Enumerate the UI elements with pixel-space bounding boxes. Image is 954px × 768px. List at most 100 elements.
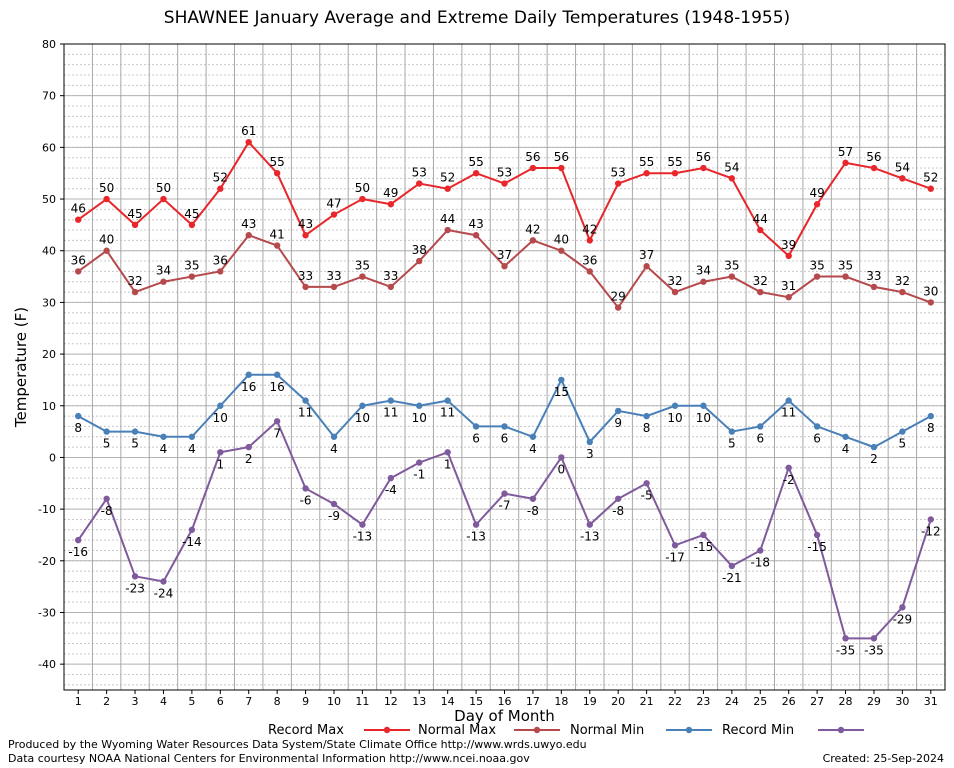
y-axis: -40 -30 -20 -10 0 10 20 30 40 50 60 70 80 bbox=[38, 38, 64, 671]
normal-max-point bbox=[387, 283, 395, 291]
x-axis: 1 2 3 4 5 6 7 8 9 10 11 12 13 14 15 16 17 18 19 20 21 22 23 24 2… bbox=[75, 690, 938, 708]
record-min-point bbox=[586, 521, 593, 528]
record-max-point bbox=[899, 175, 906, 182]
normal-max-point bbox=[529, 237, 537, 244]
record-max-data-label: 44 bbox=[753, 212, 768, 226]
normal-max-data-label: 33 bbox=[326, 269, 341, 283]
record-min-point bbox=[870, 635, 878, 642]
record-max-data-label: 55 bbox=[468, 155, 483, 169]
x-tick-label: 16 bbox=[498, 695, 512, 708]
normal-min-data-label: 2 bbox=[870, 452, 878, 466]
record-max-data-label: 52 bbox=[213, 171, 228, 185]
x-tick-label: 9 bbox=[302, 695, 309, 708]
x-tick-label: 21 bbox=[640, 695, 654, 708]
record-max-series: 46 50 45 50 45 52 61 55 43 47 50 49 53 52 55 53 56 56 42 53… bbox=[71, 124, 938, 260]
normal-min-data-label: 9 bbox=[614, 416, 622, 430]
record-min-data-label: -8 bbox=[527, 504, 539, 518]
record-max-data-label: 56 bbox=[866, 150, 881, 164]
record-min-data-label: -1 bbox=[413, 468, 425, 482]
normal-min-data-label: 10 bbox=[412, 411, 427, 425]
normal-min-point bbox=[416, 402, 423, 409]
record-max-point bbox=[444, 185, 451, 192]
x-tick-label: 23 bbox=[696, 695, 710, 708]
normal-max-data-label: 40 bbox=[99, 233, 114, 247]
legend-label-record-min: Record Min bbox=[722, 723, 794, 738]
record-min-point bbox=[643, 480, 650, 487]
y-tick-label: 30 bbox=[42, 296, 56, 309]
normal-max-point bbox=[842, 273, 849, 280]
record-max-point bbox=[217, 185, 224, 192]
x-tick-label: 22 bbox=[668, 695, 682, 708]
normal-min-point bbox=[472, 423, 480, 430]
normal-min-data-label: 4 bbox=[160, 442, 168, 456]
record-min-data-label: -9 bbox=[328, 509, 340, 523]
normal-min-data-label: 8 bbox=[927, 421, 935, 435]
normal-max-series: 36 40 32 34 35 36 43 41 33 33 35 33 38 44 43 37 42 40 36 29… bbox=[71, 212, 938, 311]
normal-max-point bbox=[586, 268, 593, 275]
normal-min-point bbox=[899, 428, 906, 435]
normal-min-point bbox=[671, 402, 679, 409]
normal-min-data-label: 6 bbox=[472, 431, 480, 445]
normal-min-point bbox=[870, 443, 878, 451]
footer-data-courtesy: Data courtesy NOAA National Centers for … bbox=[8, 752, 530, 765]
y-tick-label: 60 bbox=[42, 141, 56, 154]
normal-min-point bbox=[387, 397, 395, 404]
record-min-point bbox=[785, 464, 792, 471]
record-min-data-label: -8 bbox=[612, 504, 624, 518]
normal-min-data-label: 16 bbox=[270, 380, 285, 394]
normal-max-data-label: 36 bbox=[582, 253, 597, 267]
normal-max-data-label: 35 bbox=[355, 259, 370, 273]
record-max-point bbox=[472, 170, 480, 177]
record-max-point bbox=[529, 164, 537, 172]
record-min-data-label: -18 bbox=[750, 555, 770, 569]
record-min-data-label: -13 bbox=[466, 530, 486, 544]
x-tick-label: 13 bbox=[412, 695, 426, 708]
record-max-data-label: 53 bbox=[611, 166, 626, 180]
normal-min-point bbox=[728, 428, 736, 435]
record-max-point bbox=[671, 170, 679, 177]
record-min-data-label: -4 bbox=[385, 483, 397, 497]
normal-min-data-label: 6 bbox=[501, 431, 509, 445]
x-tick-label: 24 bbox=[725, 695, 739, 708]
record-max-data-label: 54 bbox=[724, 160, 739, 174]
x-tick-label: 12 bbox=[384, 695, 398, 708]
normal-max-data-label: 37 bbox=[497, 248, 512, 262]
record-min-point bbox=[387, 474, 395, 482]
record-max-point bbox=[700, 164, 707, 172]
record-min-point bbox=[558, 454, 565, 461]
normal-max-point bbox=[188, 273, 196, 280]
record-min-point bbox=[927, 516, 934, 523]
record-min-data-label: 1 bbox=[444, 457, 452, 471]
record-min-point bbox=[245, 443, 252, 451]
record-min-point bbox=[302, 485, 309, 492]
normal-max-point bbox=[558, 247, 565, 254]
normal-min-series: 8 5 5 4 4 10 16 16 11 4 10 11 10 11 6 6 4 15 3 9 8 10 10 5 6 11 6 4… bbox=[74, 371, 935, 466]
record-max-data-label: 52 bbox=[923, 171, 938, 185]
normal-max-point bbox=[643, 263, 650, 270]
y-tick-label: 80 bbox=[42, 38, 56, 51]
record-min-point bbox=[330, 500, 338, 508]
normal-max-data-label: 35 bbox=[838, 259, 853, 273]
normal-max-point bbox=[870, 283, 878, 291]
record-min-data-label: -15 bbox=[694, 540, 714, 554]
normal-min-point bbox=[501, 423, 508, 430]
record-max-point bbox=[757, 226, 764, 234]
normal-max-point bbox=[927, 299, 934, 306]
record-min-data-label: 7 bbox=[273, 426, 281, 440]
record-max-data-label: 57 bbox=[838, 145, 853, 159]
record-max-data-label: 56 bbox=[554, 150, 569, 164]
record-min-data-label: -12 bbox=[921, 524, 941, 538]
normal-min-point bbox=[160, 433, 167, 440]
normal-max-point bbox=[302, 283, 309, 291]
record-max-point bbox=[842, 159, 849, 167]
normal-max-data-label: 34 bbox=[156, 264, 171, 278]
record-min-point bbox=[671, 542, 679, 549]
record-min-point bbox=[899, 604, 906, 611]
record-max-point bbox=[103, 195, 110, 203]
normal-max-data-label: 32 bbox=[753, 274, 768, 288]
normal-max-data-label: 32 bbox=[895, 274, 910, 288]
normal-min-data-label: 5 bbox=[131, 437, 139, 451]
record-min-point bbox=[529, 495, 537, 502]
record-min-data-label: -16 bbox=[68, 545, 88, 559]
